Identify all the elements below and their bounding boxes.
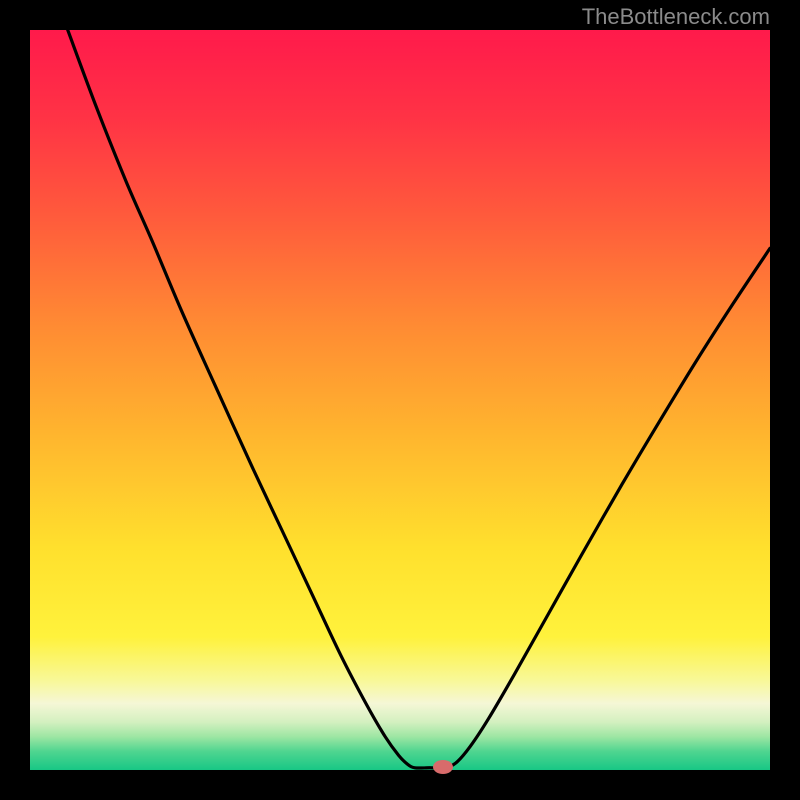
watermark-text: TheBottleneck.com — [582, 4, 770, 30]
bottleneck-curve — [30, 30, 770, 770]
plot-area — [30, 30, 770, 770]
optimum-marker — [433, 760, 453, 774]
